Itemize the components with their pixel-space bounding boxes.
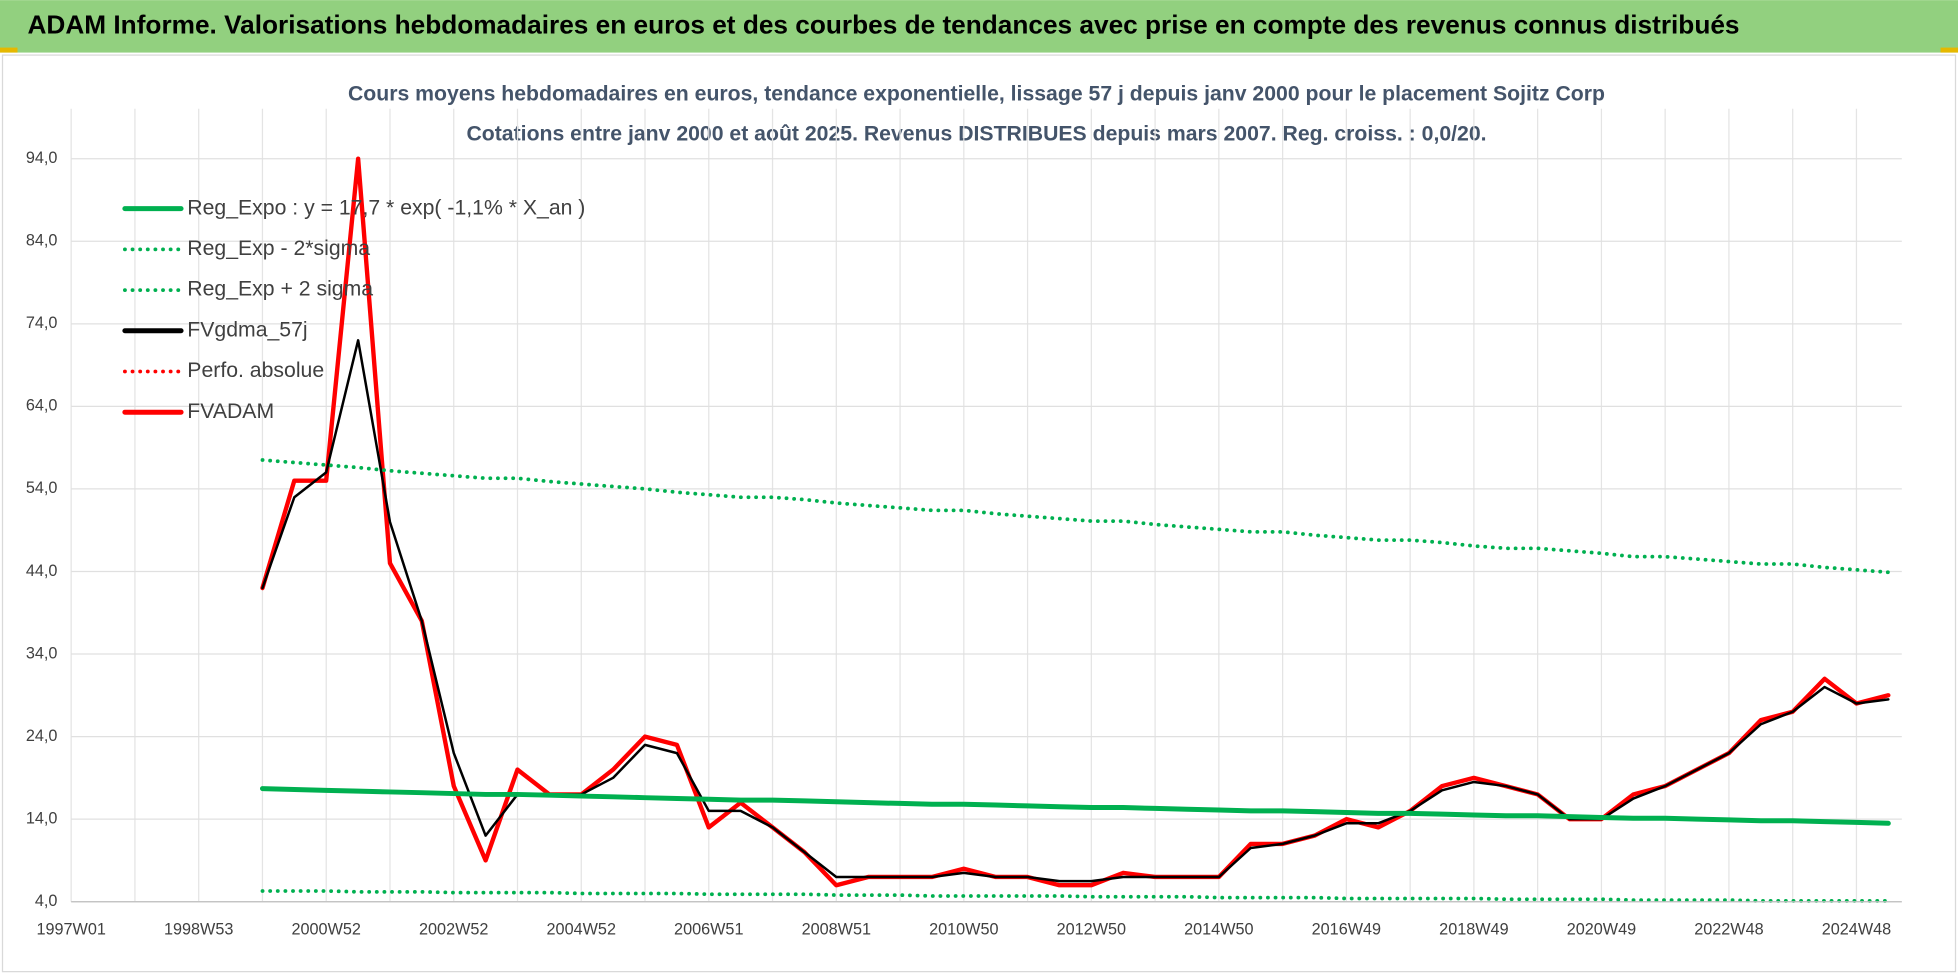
legend-label: FVgdma_57j (187, 318, 307, 341)
y-tick-label: 74,0 (26, 314, 58, 332)
corner-mark (1940, 47, 1958, 53)
x-tick-label: 2018W49 (1439, 921, 1508, 939)
page-title: ADAM Informe. Valorisations hebdomadaire… (27, 9, 1739, 39)
y-tick-label: 54,0 (26, 479, 58, 497)
legend-label: Perfo. absolue (187, 359, 324, 382)
y-tick-label: 64,0 (26, 397, 58, 415)
x-tick-label: 2006W51 (674, 921, 743, 939)
y-tick-label: 4,0 (35, 892, 58, 910)
chart-frame (1, 54, 1957, 973)
series-line (259, 786, 1891, 826)
y-tick-label: 84,0 (26, 232, 58, 250)
y-tick-label: 24,0 (26, 727, 58, 745)
x-tick-label: 2000W52 (291, 921, 360, 939)
y-tick-label: 44,0 (26, 562, 58, 580)
x-tick-label: 2010W50 (929, 921, 998, 939)
x-tick-label: 2002W52 (419, 921, 488, 939)
x-tick-label: 2004W52 (547, 921, 616, 939)
legend-label: Reg_Expo : y = 17,7 * exp( -1,1% * X_an … (187, 196, 585, 219)
legend-label: Reg_Exp + 2 sigma (187, 278, 373, 301)
y-tick-label: 94,0 (26, 149, 58, 167)
grid (70, 108, 1902, 903)
legend: Reg_Expo : y = 17,7 * exp( -1,1% * X_an … (122, 196, 585, 423)
x-tick-label: 2022W48 (1694, 921, 1763, 939)
series-line (260, 458, 1891, 575)
legend-label: Reg_Exp - 2*sigma (187, 237, 370, 260)
chart-subtitle: Cotations entre janv 2000 et août 2025. … (466, 123, 1486, 146)
chart-title: Cours moyens hebdomadaires en euros, ten… (348, 83, 1605, 106)
x-tick-label: 2014W50 (1184, 921, 1253, 939)
x-tick-label: 1997W01 (36, 921, 105, 939)
y-tick-label: 14,0 (26, 809, 58, 827)
series-line (260, 889, 1891, 903)
axes: 4,0 14,0 24,0 34,0 44,0 54,0 64,0 74,0 84,0 94,0 1… (26, 149, 1902, 939)
x-tick-label: 2020W49 (1567, 921, 1636, 939)
legend-label: FVADAM (187, 400, 274, 423)
plot (259, 156, 1891, 903)
x-tick-label: 2016W49 (1312, 921, 1381, 939)
series-line (260, 156, 1891, 888)
x-tick-label: 2008W51 (802, 921, 871, 939)
corner-mark (0, 47, 18, 53)
x-tick-label: 1998W53 (164, 921, 233, 939)
y-tick-label: 34,0 (26, 644, 58, 662)
x-tick-label: 2012W50 (1057, 921, 1126, 939)
x-tick-label: 2024W48 (1822, 921, 1891, 939)
header-bar (0, 0, 1958, 53)
